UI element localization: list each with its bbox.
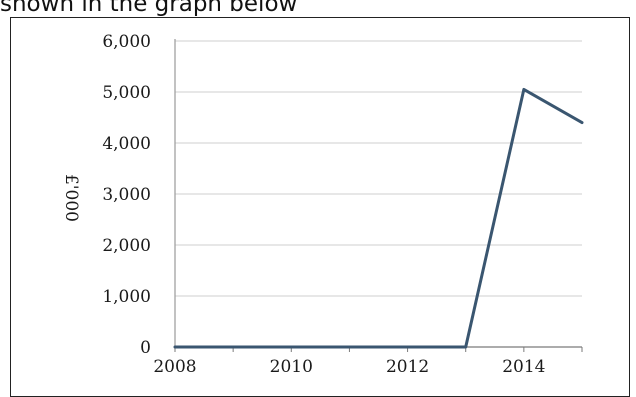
series-line — [175, 89, 582, 347]
y-tick-label: 6,000 — [102, 32, 151, 52]
y-tick-label: 1,000 — [102, 287, 151, 307]
y-axis-label: £'000 — [61, 174, 81, 222]
y-tick-label: 4,000 — [102, 134, 151, 154]
y-tick-label: 3,000 — [102, 185, 151, 205]
y-tick-label: 0 — [140, 338, 151, 358]
x-tick-label: 2012 — [386, 357, 429, 377]
x-tick-label: 2014 — [502, 357, 545, 377]
y-tick-label: 2,000 — [102, 236, 151, 256]
x-tick-label: 2010 — [270, 357, 313, 377]
y-tick-label: 5,000 — [102, 83, 151, 103]
x-tick-label: 2008 — [153, 357, 196, 377]
line-chart: 0 1,000 2,000 3,000 4,000 5,000 6,000 2008 2010 2… — [0, 0, 636, 387]
